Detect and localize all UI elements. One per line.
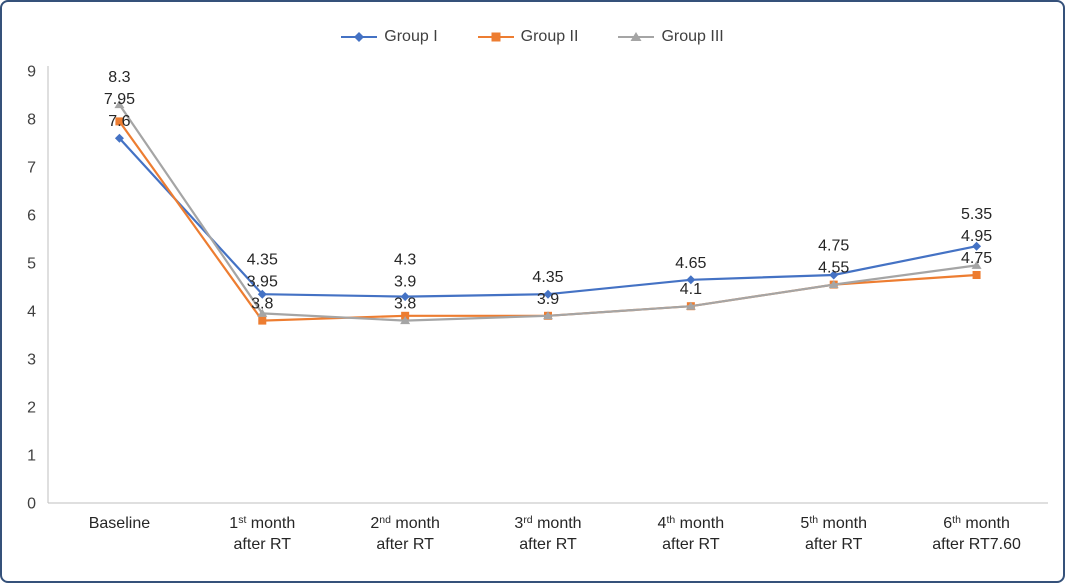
data-label: 4.65 xyxy=(675,255,706,272)
data-label: 5.35 xyxy=(961,206,992,223)
data-point-square xyxy=(491,32,501,42)
data-label: 7.95 xyxy=(104,91,135,108)
legend-label-group-iii: Group III xyxy=(661,28,724,45)
data-point-triangle xyxy=(543,311,553,320)
data-label: 4.3 xyxy=(394,252,416,269)
y-tick-label: 8 xyxy=(27,112,36,129)
data-point-diamond xyxy=(400,292,410,302)
data-point-diamond xyxy=(354,32,365,42)
data-point-triangle xyxy=(685,301,696,310)
y-tick-label: 6 xyxy=(27,208,36,225)
category-label-line1: 6th month xyxy=(943,514,1010,532)
legend-diamond-icon xyxy=(341,31,378,43)
category-label-line1: 3rd month xyxy=(514,514,581,532)
category-label-line2: after RT xyxy=(805,536,863,553)
data-label: 4.95 xyxy=(961,228,992,245)
y-tick-label: 9 xyxy=(27,64,36,81)
data-label: 8.3 xyxy=(108,69,130,86)
category-label-line2: after RT xyxy=(662,536,720,553)
category-label-line1: Baseline xyxy=(89,515,150,532)
data-point-triangle xyxy=(114,100,125,109)
category-label-line1: 5th month xyxy=(800,514,867,532)
category-label-line2: after RT xyxy=(376,536,434,553)
chart-area: 0 1 2 3 4 5 6 7 8 9 7.6 7.95 8.3 3.8 3.95 4.35 3.8 3.9 4.3… xyxy=(2,56,1063,581)
category-label-line1: 4th month xyxy=(658,514,725,532)
y-tick-label: 4 xyxy=(27,304,36,321)
y-tick-label: 1 xyxy=(27,448,36,465)
axes xyxy=(47,66,1048,504)
data-label: 4.35 xyxy=(532,269,563,286)
legend-item-group-iii: Group III xyxy=(618,28,724,46)
data-label: 3.95 xyxy=(247,274,278,291)
legend-marker-svg xyxy=(477,32,514,42)
legend-item-group-i: Group I xyxy=(341,28,438,46)
y-tick-label: 2 xyxy=(27,400,36,417)
data-label: 4.75 xyxy=(818,238,849,255)
data-label: 4.55 xyxy=(818,260,849,277)
data-label: 4.75 xyxy=(961,250,992,267)
line-chart-svg: 0 1 2 3 4 5 6 7 8 9 7.6 7.95 8.3 3.8 3.95 4.35 3.8 3.9 4.3… xyxy=(27,64,1048,553)
legend-triangle-icon xyxy=(618,31,655,43)
legend-item-group-ii: Group II xyxy=(477,28,579,46)
chart-legend: Group I Group II Group III xyxy=(2,2,1063,56)
data-label: 3.9 xyxy=(537,291,559,308)
data-point-square xyxy=(972,271,981,279)
category-label-line2: after RT xyxy=(234,536,292,553)
category-labels: Baseline 1st month after RT 2nd month after … xyxy=(89,514,1021,553)
y-tick-label: 7 xyxy=(27,160,36,177)
data-point-diamond xyxy=(972,241,982,251)
y-tick-label: 0 xyxy=(27,496,36,513)
category-label-line1: 2nd month xyxy=(370,514,440,532)
legend-label-group-ii: Group II xyxy=(520,28,579,45)
data-point-diamond xyxy=(686,275,696,285)
data-point-triangle xyxy=(257,308,268,317)
data-label: 7.6 xyxy=(108,113,130,130)
y-tick-labels: 0 1 2 3 4 5 6 7 8 9 xyxy=(27,64,36,513)
data-labels: 7.6 7.95 8.3 3.8 3.95 4.35 3.8 3.9 4.3 3.9 4.35 4.1… xyxy=(104,69,992,312)
series-group-i xyxy=(114,133,982,302)
data-label: 4.1 xyxy=(680,281,702,298)
data-label: 3.8 xyxy=(394,296,416,313)
data-point-diamond xyxy=(829,270,839,280)
category-label-line1: 1st month xyxy=(229,514,295,532)
data-point-square xyxy=(115,117,124,126)
category-label-line2: after RT7.60 xyxy=(932,536,1021,553)
data-point-square xyxy=(258,316,267,325)
data-point-square xyxy=(401,311,410,320)
data-label: 3.8 xyxy=(251,296,273,313)
data-point-triangle xyxy=(971,260,982,269)
series-group-iii xyxy=(114,100,982,325)
data-point-triangle xyxy=(828,280,839,289)
y-tick-label: 3 xyxy=(27,352,36,369)
category-label-line2: after RT xyxy=(519,536,577,553)
y-tick-label: 5 xyxy=(27,256,36,273)
data-point-triangle xyxy=(400,316,411,325)
legend-label-group-i: Group I xyxy=(384,28,438,45)
legend-square-icon xyxy=(477,31,514,43)
data-point-diamond xyxy=(257,289,267,299)
data-label: 4.35 xyxy=(247,252,278,269)
data-point-diamond xyxy=(114,133,124,143)
legend-marker-svg xyxy=(341,32,378,42)
legend-marker-svg xyxy=(618,32,655,41)
data-label: 3.9 xyxy=(394,274,416,291)
data-point-triangle xyxy=(630,32,642,41)
data-point-diamond xyxy=(543,289,553,299)
